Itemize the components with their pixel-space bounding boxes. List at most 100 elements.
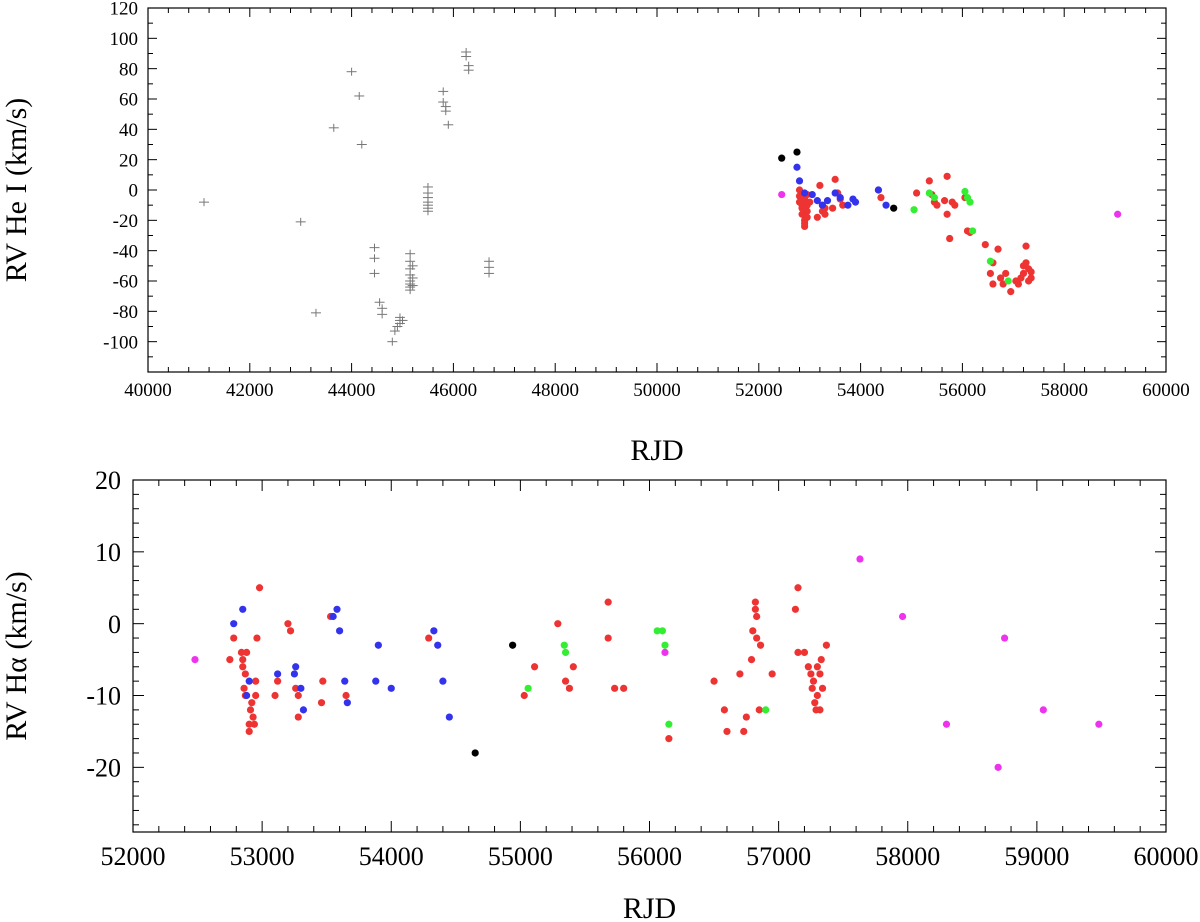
x-tick-label: 54000 — [837, 380, 885, 401]
y-tick-label: -20 — [86, 753, 121, 782]
data-point-magenta — [994, 763, 1002, 771]
data-point-blue — [243, 691, 251, 700]
data-point-red — [317, 699, 326, 707]
data-point-blue — [297, 684, 305, 692]
data-point-red — [252, 677, 260, 685]
data-point-historical — [387, 337, 398, 346]
top-panel-he-i: 40000 42000 44000 46000 48000 50000 52000 54000… — [0, 0, 1190, 467]
data-point-magenta — [856, 555, 864, 563]
data-point-red — [753, 612, 761, 621]
data-point-blue — [329, 612, 337, 621]
data-point-red — [530, 663, 539, 671]
data-point-red — [284, 620, 292, 628]
data-point-blue — [874, 186, 883, 194]
data-point-blue — [882, 201, 890, 209]
data-point-red — [286, 627, 295, 635]
data-point-red — [249, 713, 257, 721]
data-point-blue — [818, 201, 827, 209]
data-point-red — [1019, 269, 1028, 278]
y-tick-label: -80 — [113, 302, 138, 323]
data-point-red — [723, 727, 731, 736]
data-point-red — [271, 691, 279, 700]
data-point-red — [803, 207, 811, 215]
data-point-red — [818, 684, 827, 692]
data-point-green — [658, 627, 667, 635]
data-point-blue — [439, 677, 447, 685]
x-tick-label: 59000 — [1004, 842, 1069, 871]
y-tick-label: -60 — [113, 272, 138, 293]
data-point-red — [425, 634, 433, 642]
data-point-red — [801, 219, 809, 227]
data-point-red — [940, 197, 949, 205]
data-point-blue — [387, 684, 395, 692]
data-point-red — [604, 634, 612, 642]
data-point-red — [749, 627, 757, 635]
x-tick-label: 52000 — [735, 380, 783, 401]
data-point-red — [800, 648, 809, 657]
data-point-red — [554, 620, 562, 628]
data-point-red — [1022, 242, 1030, 250]
data-point-historical — [484, 269, 495, 278]
data-point-blue — [336, 627, 344, 635]
data-point-blue — [333, 605, 341, 613]
data-point-blue — [374, 641, 382, 649]
data-point-green — [961, 187, 969, 196]
data-point-red — [246, 706, 255, 714]
data-point-blue — [230, 620, 238, 628]
data-point-red — [794, 584, 802, 592]
x-tick-label: 57000 — [746, 842, 811, 871]
data-point-red — [561, 677, 570, 685]
data-point-red — [604, 598, 612, 606]
data-point-red — [342, 691, 350, 700]
data-point-historical — [438, 98, 449, 107]
data-point-red — [981, 241, 989, 249]
data-point-blue — [292, 663, 300, 671]
data-point-blue — [290, 670, 299, 678]
bottom-panel-h-alpha: 52000 53000 54000 55000 56000 57000 58000 59000… — [0, 466, 1199, 922]
data-point-green — [665, 720, 673, 728]
y-tick-label: 60 — [119, 90, 138, 111]
data-point-red — [294, 691, 302, 700]
x-axis-title: RJD — [623, 892, 676, 922]
data-point-historical — [369, 254, 380, 263]
data-point-red — [720, 706, 728, 714]
x-tick-label: 60000 — [1134, 842, 1199, 871]
data-point-red — [813, 691, 821, 700]
data-point-historical — [346, 67, 357, 76]
data-point-historical — [463, 66, 474, 75]
data-point-red — [294, 713, 302, 721]
data-point-red — [912, 189, 921, 197]
y-tick-label: -20 — [113, 211, 138, 232]
data-point-blue — [823, 197, 832, 205]
data-point-red — [751, 605, 759, 613]
data-point-historical — [354, 91, 365, 100]
y-tick-label: 120 — [110, 0, 139, 20]
data-point-red — [240, 684, 248, 692]
data-point-red — [811, 699, 819, 707]
data-point-blue — [434, 641, 442, 649]
data-point-red — [816, 670, 824, 678]
data-point-blue — [851, 198, 860, 206]
data-point-red — [808, 684, 816, 692]
data-point-magenta — [1095, 720, 1103, 728]
data-point-red — [243, 648, 251, 657]
data-point-red — [255, 584, 264, 592]
data-point-red — [248, 699, 256, 707]
data-point-red — [245, 720, 253, 728]
data-point-red — [620, 684, 628, 692]
data-point-red — [252, 691, 260, 700]
y-tick-label: 0 — [129, 181, 139, 202]
data-point-red — [1014, 280, 1022, 288]
x-tick-label: 50000 — [633, 380, 681, 401]
data-point-magenta — [898, 612, 907, 621]
x-tick-label: 53000 — [230, 842, 295, 871]
data-point-blue — [372, 677, 380, 685]
data-point-red — [520, 691, 528, 700]
data-point-historical — [440, 107, 451, 116]
data-point-green — [930, 193, 939, 202]
x-tick-label: 56000 — [939, 380, 987, 401]
data-point-red — [986, 269, 994, 278]
y-tick-label: 100 — [110, 29, 139, 50]
data-point-red — [829, 204, 837, 212]
data-point-red — [747, 655, 756, 664]
